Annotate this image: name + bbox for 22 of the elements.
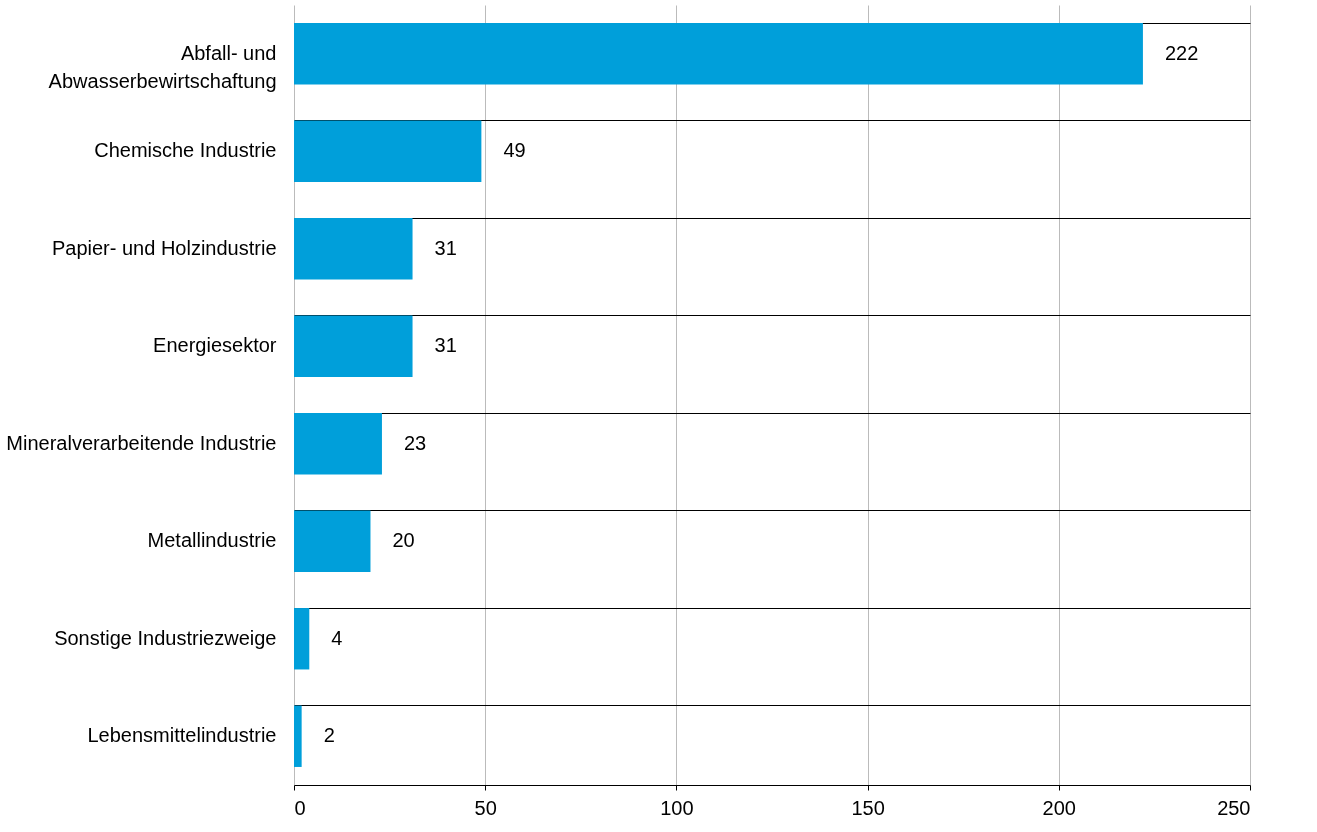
y-tick-label: Chemische Industrie: [94, 139, 277, 162]
y-tick-label: Mineralverarbeitende Industrie: [6, 431, 277, 454]
x-tick-label: 250: [1217, 796, 1251, 819]
y-tick-label: Sonstige Industriezweige: [54, 626, 277, 649]
x-tick-label: 200: [1042, 796, 1076, 819]
data-label: 222: [1164, 41, 1199, 64]
data-label: 2: [323, 724, 335, 747]
x-tick-label: 150: [851, 796, 885, 819]
y-tick-label: Lebensmittelindustrie: [87, 724, 277, 747]
data-label: 49: [503, 139, 526, 162]
data-label: 20: [392, 529, 415, 552]
y-tick-label: Papier- und Holzindustrie: [51, 236, 277, 259]
y-tick-label: Energiesektor: [153, 334, 277, 357]
y-tick-label: Abfall- und Abwasserbewirtschaftung: [48, 41, 277, 92]
data-label: 4: [331, 626, 343, 649]
data-label: 23: [403, 431, 427, 454]
x-tick-label: 50: [474, 796, 497, 819]
x-tick-label: 100: [660, 796, 694, 819]
y-tick-label: Metallindustrie: [147, 529, 277, 552]
data-label: 31: [434, 334, 457, 357]
x-tick-label: 0: [294, 796, 306, 819]
data-label: 31: [434, 236, 457, 259]
